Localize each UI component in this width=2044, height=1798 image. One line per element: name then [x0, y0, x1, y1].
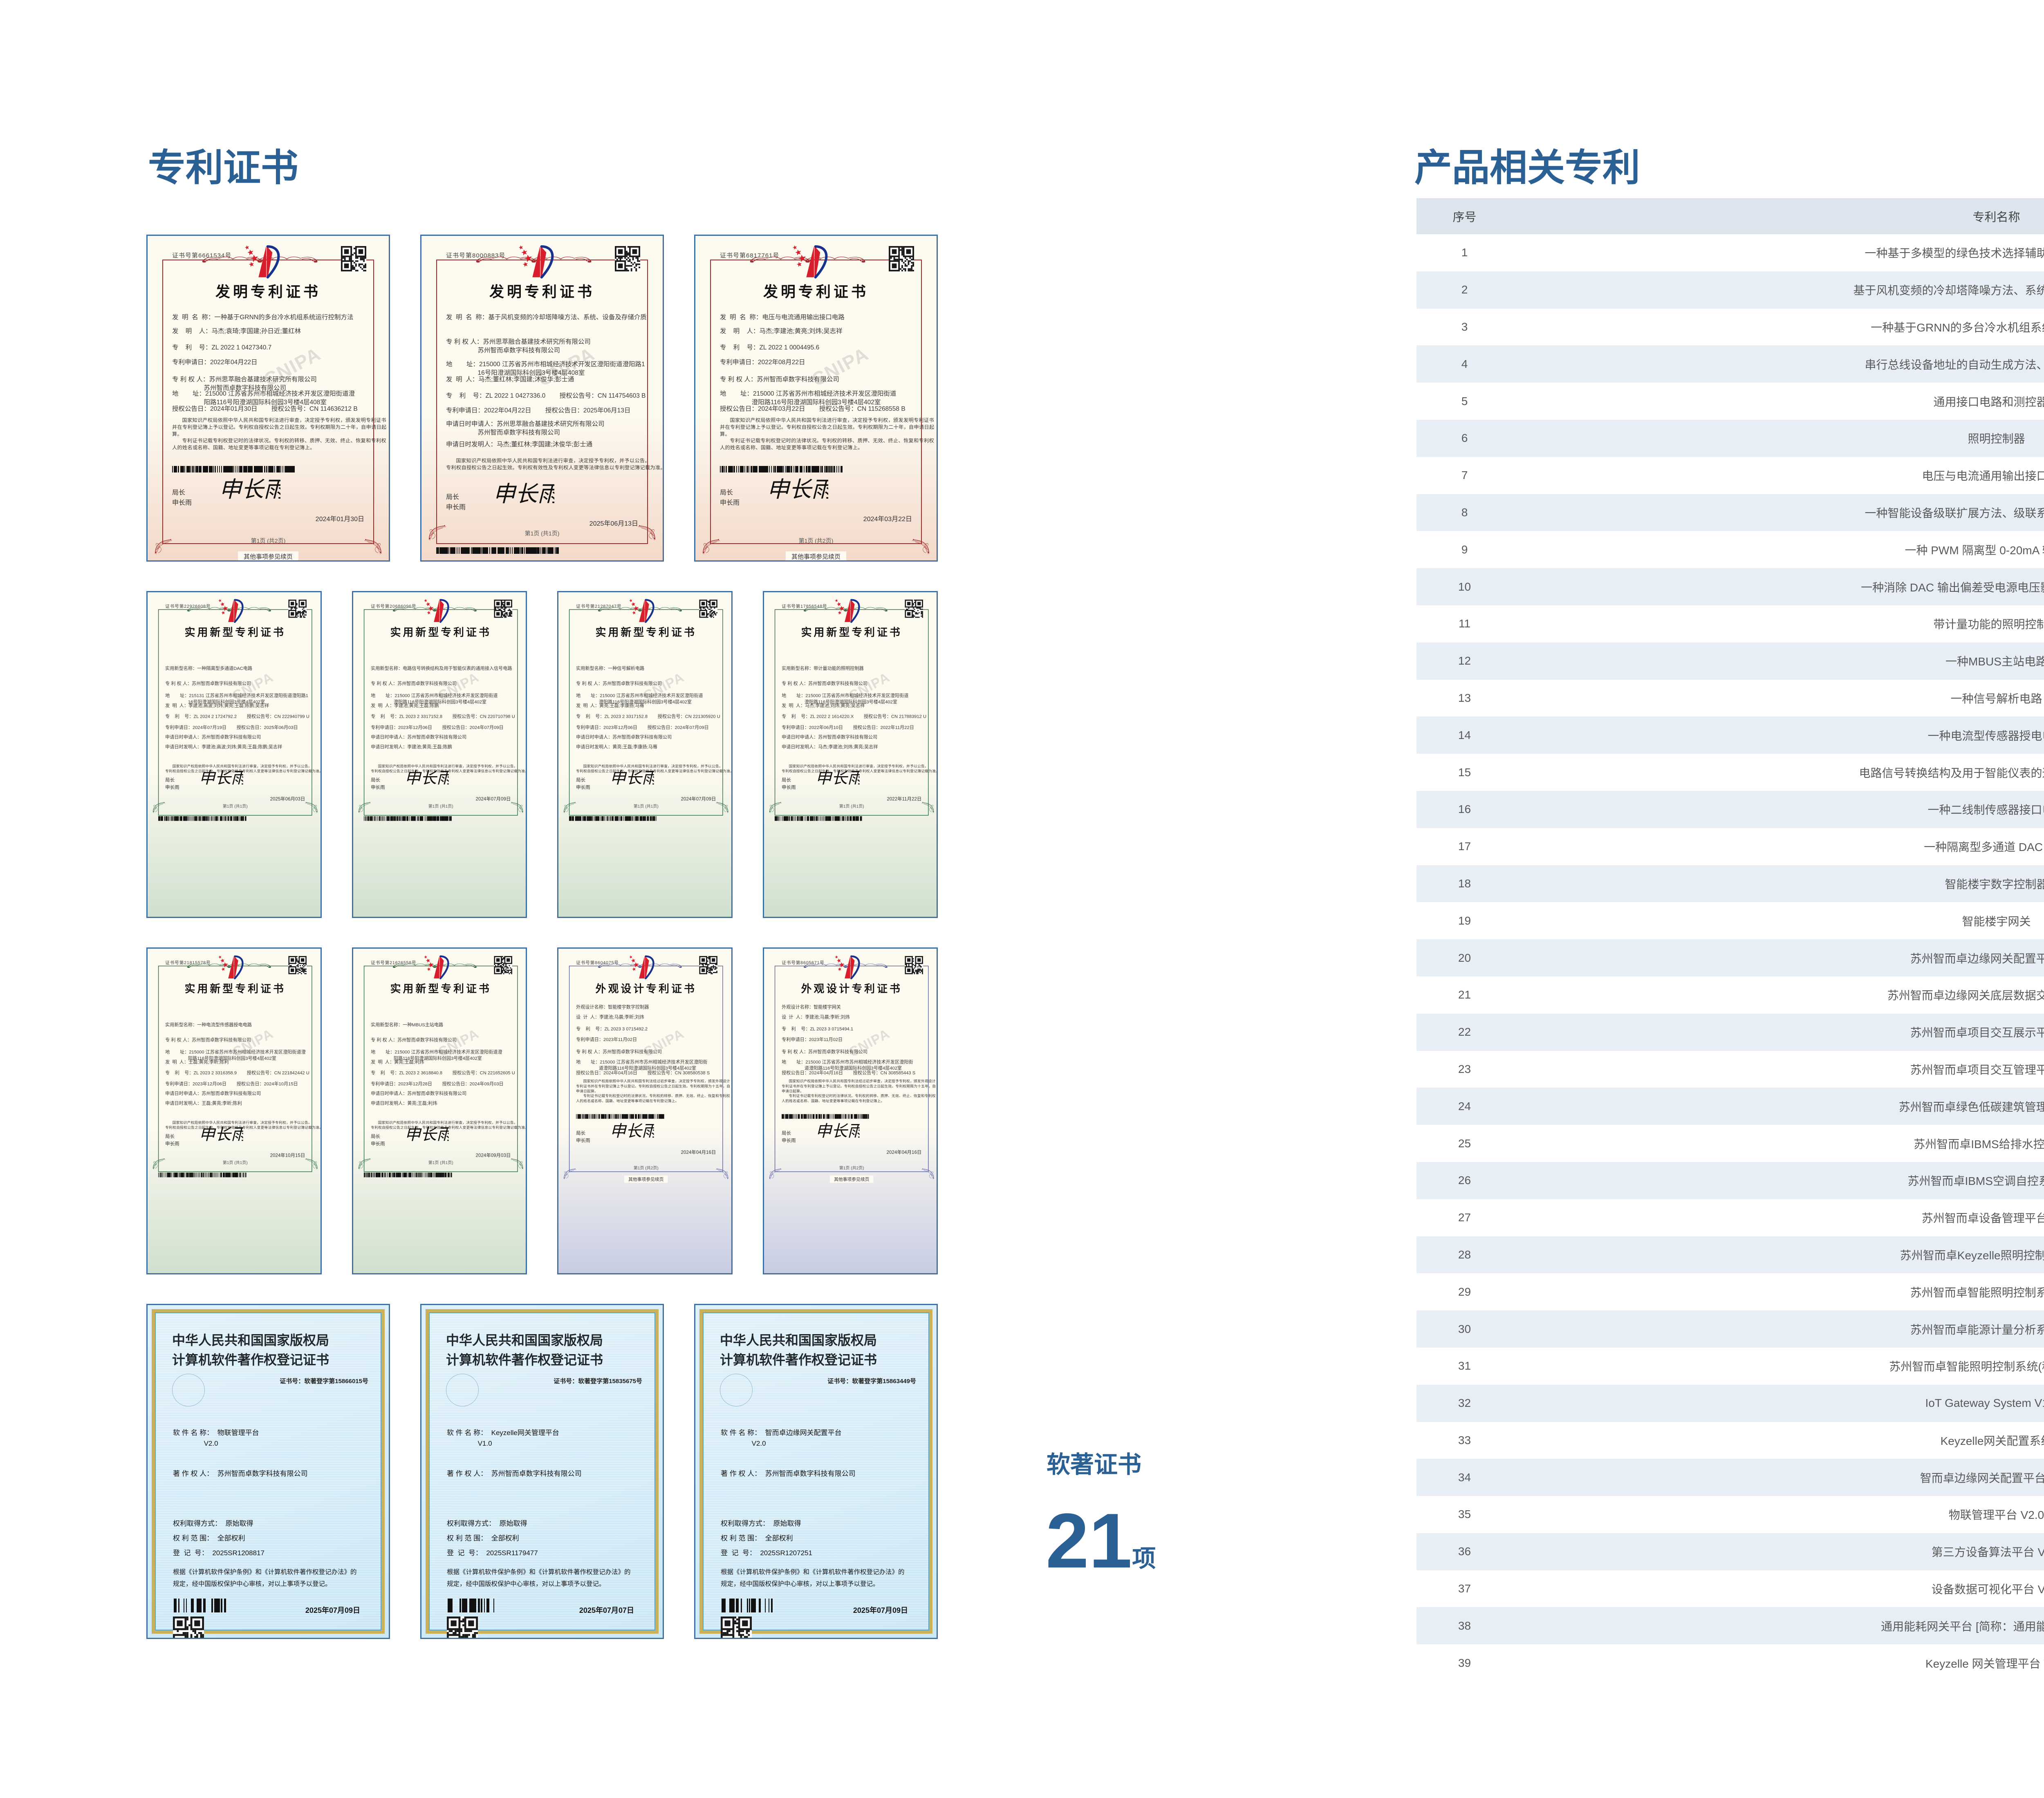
svg-text:申长雨: 申长雨 [199, 770, 243, 787]
svg-text:申长雨: 申长雨 [199, 1126, 243, 1144]
svg-text:申长雨: 申长雨 [404, 770, 448, 787]
svg-text:申长雨: 申长雨 [815, 770, 859, 787]
svg-text:申长雨: 申长雨 [404, 1126, 448, 1144]
svg-text:申长雨: 申长雨 [610, 770, 654, 787]
svg-text:申长雨: 申长雨 [219, 478, 280, 502]
svg-text:申长雨: 申长雨 [767, 478, 828, 502]
svg-text:申长雨: 申长雨 [493, 482, 554, 506]
svg-text:申长雨: 申长雨 [610, 1123, 654, 1140]
svg-text:申长雨: 申长雨 [815, 1123, 859, 1140]
